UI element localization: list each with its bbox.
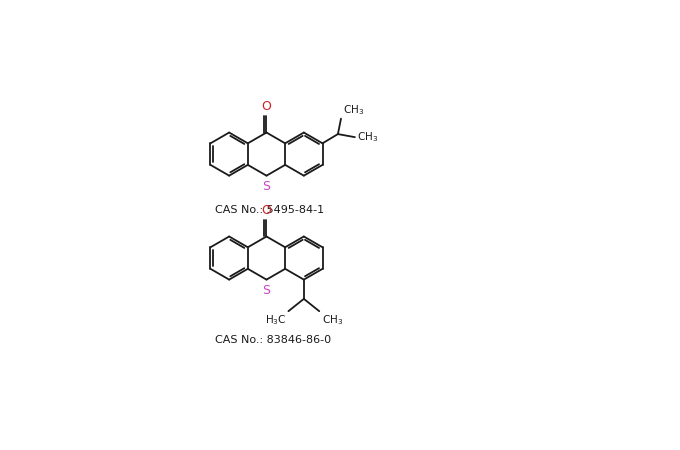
- Text: O: O: [262, 204, 271, 217]
- Text: O: O: [262, 100, 271, 113]
- Text: CAS No.: 5495-84-1: CAS No.: 5495-84-1: [216, 205, 324, 215]
- Text: CH$_3$: CH$_3$: [322, 313, 343, 327]
- Text: H$_3$C: H$_3$C: [265, 313, 286, 327]
- Text: S: S: [262, 180, 271, 193]
- Text: CH$_3$: CH$_3$: [343, 104, 364, 117]
- Text: CAS No.: 83846-86-0: CAS No.: 83846-86-0: [216, 335, 331, 345]
- Text: CH$_3$: CH$_3$: [357, 130, 378, 144]
- Text: S: S: [262, 284, 271, 297]
